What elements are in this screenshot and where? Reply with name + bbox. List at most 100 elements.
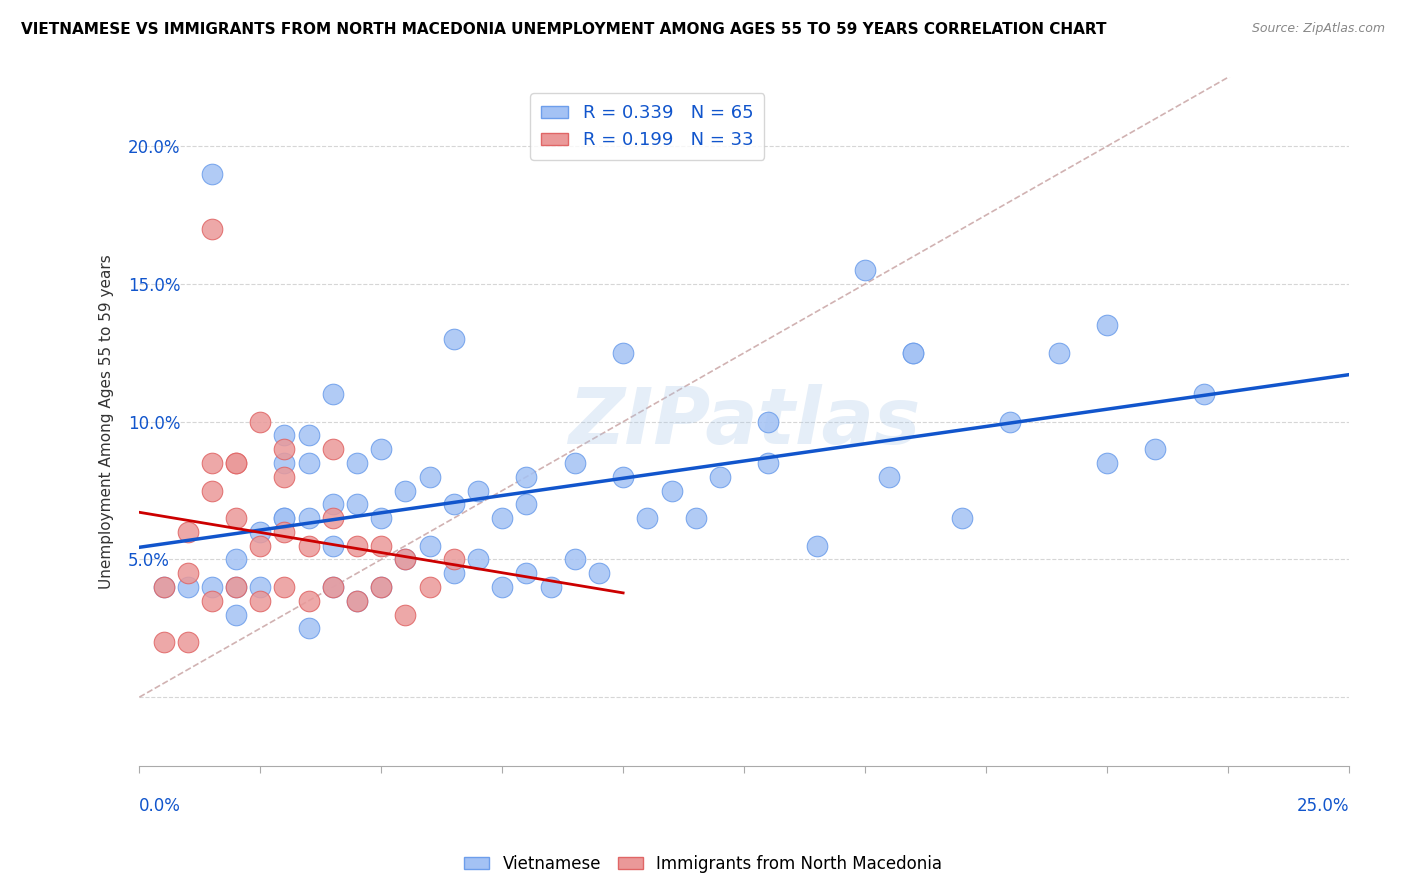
- Point: [370, 511, 392, 525]
- Point: [346, 593, 368, 607]
- Point: [322, 387, 344, 401]
- Point: [177, 566, 200, 581]
- Point: [298, 593, 321, 607]
- Point: [225, 580, 247, 594]
- Point: [467, 552, 489, 566]
- Point: [152, 580, 174, 594]
- Point: [298, 511, 321, 525]
- Point: [853, 263, 876, 277]
- Point: [346, 593, 368, 607]
- Point: [298, 456, 321, 470]
- Point: [1095, 456, 1118, 470]
- Point: [201, 483, 224, 498]
- Point: [346, 497, 368, 511]
- Point: [1095, 318, 1118, 333]
- Point: [370, 580, 392, 594]
- Point: [709, 470, 731, 484]
- Point: [443, 497, 465, 511]
- Point: [877, 470, 900, 484]
- Point: [419, 580, 441, 594]
- Point: [370, 442, 392, 457]
- Point: [394, 483, 416, 498]
- Point: [273, 524, 295, 539]
- Point: [443, 566, 465, 581]
- Point: [273, 428, 295, 442]
- Point: [443, 552, 465, 566]
- Point: [756, 456, 779, 470]
- Point: [443, 332, 465, 346]
- Point: [177, 580, 200, 594]
- Point: [322, 539, 344, 553]
- Point: [322, 497, 344, 511]
- Point: [201, 456, 224, 470]
- Point: [661, 483, 683, 498]
- Point: [370, 580, 392, 594]
- Point: [152, 580, 174, 594]
- Point: [467, 483, 489, 498]
- Point: [588, 566, 610, 581]
- Point: [249, 593, 271, 607]
- Point: [273, 442, 295, 457]
- Point: [491, 580, 513, 594]
- Point: [249, 539, 271, 553]
- Point: [249, 415, 271, 429]
- Point: [1144, 442, 1167, 457]
- Point: [322, 580, 344, 594]
- Point: [177, 524, 200, 539]
- Point: [322, 511, 344, 525]
- Point: [636, 511, 658, 525]
- Point: [225, 456, 247, 470]
- Point: [298, 428, 321, 442]
- Point: [564, 552, 586, 566]
- Point: [950, 511, 973, 525]
- Text: ZIPatlas: ZIPatlas: [568, 384, 920, 459]
- Point: [515, 470, 537, 484]
- Point: [346, 539, 368, 553]
- Text: Source: ZipAtlas.com: Source: ZipAtlas.com: [1251, 22, 1385, 36]
- Point: [564, 456, 586, 470]
- Point: [225, 511, 247, 525]
- Point: [612, 346, 634, 360]
- Point: [273, 511, 295, 525]
- Point: [273, 511, 295, 525]
- Point: [998, 415, 1021, 429]
- Point: [394, 552, 416, 566]
- Point: [225, 580, 247, 594]
- Point: [491, 511, 513, 525]
- Point: [1192, 387, 1215, 401]
- Point: [249, 580, 271, 594]
- Point: [273, 470, 295, 484]
- Point: [419, 539, 441, 553]
- Point: [298, 621, 321, 635]
- Point: [298, 539, 321, 553]
- Legend: R = 0.339   N = 65, R = 0.199   N = 33: R = 0.339 N = 65, R = 0.199 N = 33: [530, 94, 765, 160]
- Point: [201, 593, 224, 607]
- Point: [685, 511, 707, 525]
- Text: VIETNAMESE VS IMMIGRANTS FROM NORTH MACEDONIA UNEMPLOYMENT AMONG AGES 55 TO 59 Y: VIETNAMESE VS IMMIGRANTS FROM NORTH MACE…: [21, 22, 1107, 37]
- Point: [756, 415, 779, 429]
- Text: 25.0%: 25.0%: [1296, 797, 1348, 814]
- Point: [515, 566, 537, 581]
- Point: [225, 607, 247, 622]
- Point: [903, 346, 925, 360]
- Point: [322, 580, 344, 594]
- Point: [419, 470, 441, 484]
- Point: [201, 222, 224, 236]
- Point: [540, 580, 562, 594]
- Point: [201, 167, 224, 181]
- Point: [322, 442, 344, 457]
- Point: [394, 552, 416, 566]
- Y-axis label: Unemployment Among Ages 55 to 59 years: Unemployment Among Ages 55 to 59 years: [100, 254, 114, 589]
- Point: [394, 607, 416, 622]
- Legend: Vietnamese, Immigrants from North Macedonia: Vietnamese, Immigrants from North Macedo…: [457, 848, 949, 880]
- Point: [249, 524, 271, 539]
- Point: [201, 580, 224, 594]
- Point: [225, 456, 247, 470]
- Point: [903, 346, 925, 360]
- Text: 0.0%: 0.0%: [139, 797, 181, 814]
- Point: [806, 539, 828, 553]
- Point: [515, 497, 537, 511]
- Point: [370, 539, 392, 553]
- Point: [346, 456, 368, 470]
- Point: [612, 470, 634, 484]
